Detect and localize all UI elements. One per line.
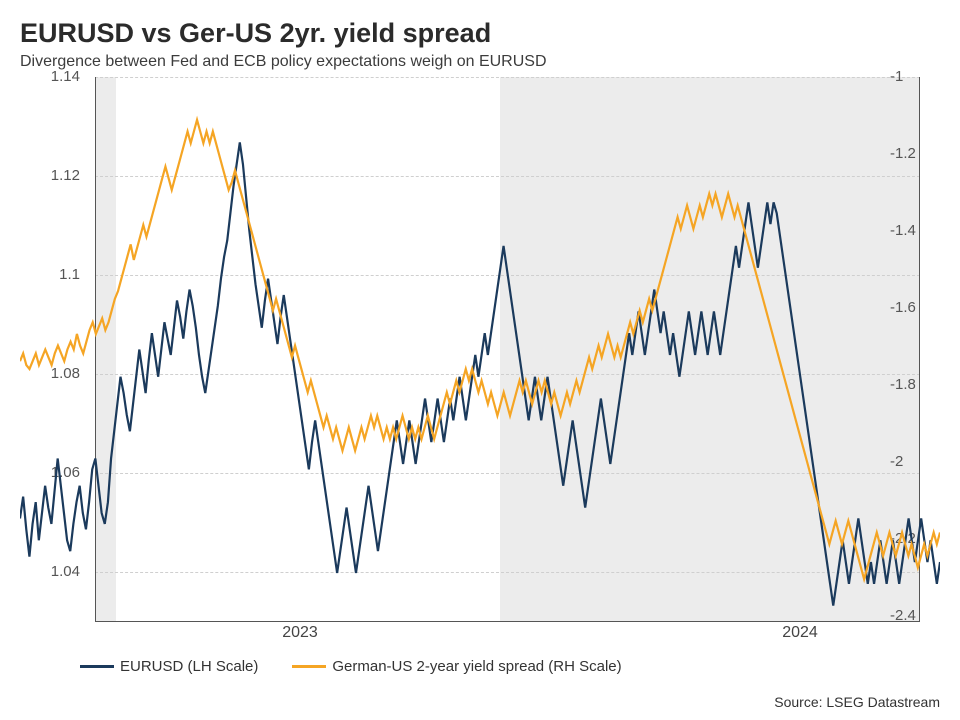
legend-item-eurusd[interactable]: EURUSD (LH Scale) xyxy=(80,658,258,675)
chart-title: EURUSD vs Ger-US 2yr. yield spread xyxy=(20,18,940,49)
legend-label-spread: German-US 2-year yield spread (RH Scale) xyxy=(332,658,621,675)
plot-svg xyxy=(20,77,940,622)
chart-subtitle: Divergence between Fed and ECB policy ex… xyxy=(20,53,940,71)
source-text: Source: LSEG Datastream xyxy=(774,694,940,710)
x-axis-labels: 2023 2024 xyxy=(20,622,940,652)
chart-container: EURUSD vs Ger-US 2yr. yield spread Diver… xyxy=(0,0,960,720)
plot-area: 1.14 1.12 1.1 1.08 1.06 1.04 -1 -1.2 -1.… xyxy=(20,77,940,622)
legend-label-eurusd: EURUSD (LH Scale) xyxy=(120,658,258,675)
x-axis-label-2023: 2023 xyxy=(282,624,318,642)
legend-item-spread[interactable]: German-US 2-year yield spread (RH Scale) xyxy=(292,658,621,675)
legend-swatch-eurusd xyxy=(80,665,114,668)
eurusd-line[interactable] xyxy=(20,142,940,605)
x-axis-label-2024: 2024 xyxy=(782,624,818,642)
spread-line[interactable] xyxy=(20,120,940,579)
chart-legend: EURUSD (LH Scale) German-US 2-year yield… xyxy=(80,658,940,675)
legend-swatch-spread xyxy=(292,665,326,668)
